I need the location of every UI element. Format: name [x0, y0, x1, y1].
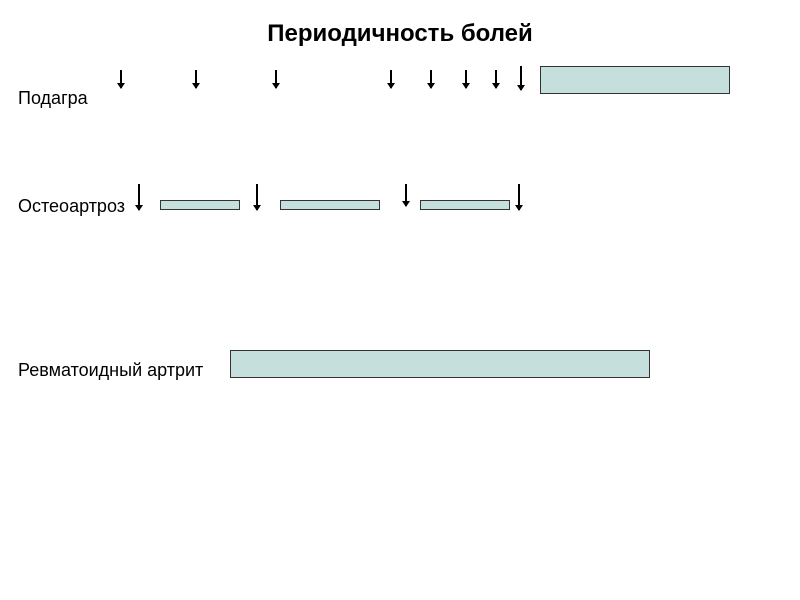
osteoarthritis-arrow — [138, 184, 140, 210]
row-label-gout: Подагра — [18, 88, 88, 109]
chart-title: Периодичность болей — [0, 20, 800, 48]
row-label-ra: Ревматоидный артрит — [18, 360, 203, 381]
osteoarthritis-bar — [420, 200, 510, 210]
osteoarthritis-bar — [160, 200, 240, 210]
osteoarthritis-arrow — [405, 184, 407, 206]
osteoarthritis-bar — [280, 200, 380, 210]
gout-arrow — [390, 70, 392, 88]
gout-arrow — [195, 70, 197, 88]
gout-arrow — [520, 66, 522, 90]
gout-arrow — [275, 70, 277, 88]
gout-bar — [540, 66, 730, 94]
gout-arrow — [465, 70, 467, 88]
gout-arrow — [430, 70, 432, 88]
osteoarthritis-arrow — [256, 184, 258, 210]
gout-arrow — [120, 70, 122, 88]
gout-arrow — [495, 70, 497, 88]
osteoarthritis-arrow — [518, 184, 520, 210]
ra-bar — [230, 350, 650, 378]
row-label-osteoarthritis: Остеоартроз — [18, 196, 125, 217]
